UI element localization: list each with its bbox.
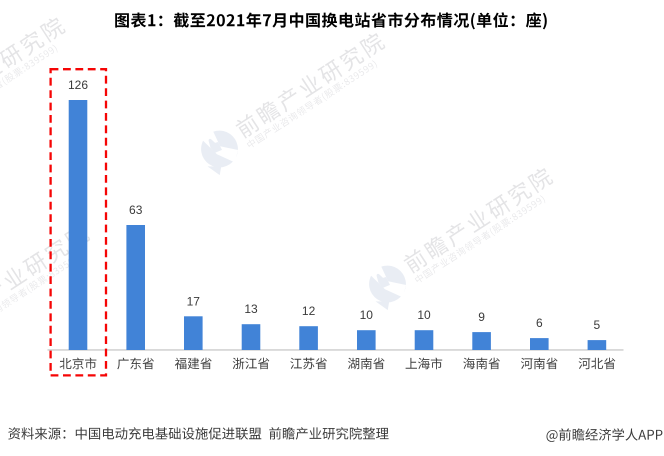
svg-text:10: 10: [417, 308, 431, 322]
svg-text:63: 63: [129, 203, 143, 217]
svg-text:12: 12: [302, 304, 316, 318]
svg-text:126: 126: [68, 78, 88, 92]
svg-text:13: 13: [244, 302, 258, 316]
svg-text:6: 6: [536, 316, 543, 330]
svg-text:17: 17: [187, 294, 201, 308]
svg-text:9: 9: [478, 310, 485, 324]
svg-text:5: 5: [594, 318, 601, 332]
svg-text:10: 10: [360, 308, 374, 322]
